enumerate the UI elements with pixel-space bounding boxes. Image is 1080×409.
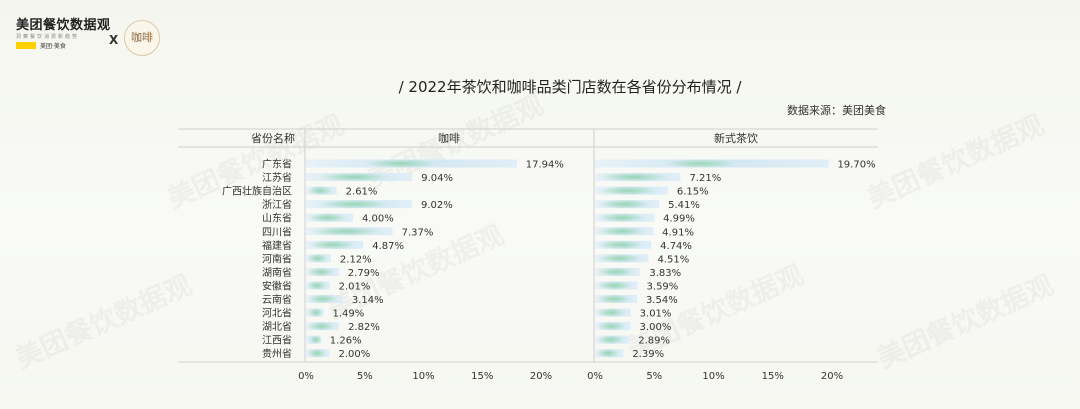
collab-mark: X — [109, 33, 119, 47]
category-label: 湖南省 — [262, 266, 292, 279]
category-label: 山东省 — [262, 212, 292, 225]
value-label-tea: 4.74% — [660, 241, 692, 252]
x-tick-label-coffee: 0% — [298, 371, 314, 382]
x-tick-label-tea: 5% — [646, 371, 662, 382]
value-label-tea: 5.41% — [668, 200, 700, 211]
value-label-tea: 2.39% — [632, 349, 664, 360]
bar-highlight-tea — [596, 335, 625, 344]
bar-highlight-tea — [599, 172, 668, 182]
value-label-coffee: 4.00% — [362, 214, 394, 225]
value-label-coffee: 2.01% — [339, 281, 371, 292]
value-label-tea: 4.51% — [657, 254, 689, 265]
category-label: 安徽省 — [262, 279, 292, 292]
category-label: 贵州省 — [262, 347, 292, 360]
category-label: 广西壮族自治区 — [222, 185, 292, 198]
bar-highlight-tea — [596, 349, 620, 358]
category-label: 江西省 — [262, 334, 292, 347]
value-label-tea: 7.21% — [689, 173, 721, 184]
x-tick-label-coffee: 10% — [412, 371, 434, 382]
bar-highlight-tea — [597, 213, 646, 222]
value-label-tea: 3.00% — [640, 322, 672, 333]
value-label-tea: 4.99% — [663, 214, 695, 225]
category-label: 四川省 — [262, 225, 292, 238]
bar-highlight-tea — [597, 281, 632, 290]
bar-highlight-coffee — [307, 294, 338, 304]
value-label-coffee: 4.87% — [372, 241, 404, 252]
source-note: 数据来源：美团美食 — [787, 104, 886, 117]
value-label-tea: 2.89% — [638, 336, 670, 347]
value-label-coffee: 3.14% — [352, 295, 384, 306]
x-tick-label-coffee: 5% — [357, 371, 373, 382]
x-tick-label-tea: 20% — [821, 371, 843, 382]
category-label: 广东省 — [262, 158, 292, 171]
x-tick-label-coffee: 15% — [471, 371, 493, 382]
bar-highlight-tea — [596, 321, 626, 331]
category-label: 浙江省 — [262, 198, 292, 211]
value-label-coffee: 2.12% — [340, 254, 372, 265]
category-label: 河北省 — [262, 307, 292, 320]
bar-highlight-coffee — [310, 227, 380, 236]
brand-name: 美团餐饮数据观 — [16, 18, 111, 33]
value-label-coffee: 9.02% — [421, 200, 453, 211]
bar-highlight-coffee — [307, 321, 335, 331]
value-label-tea: 4.91% — [662, 227, 694, 238]
value-label-tea: 3.01% — [640, 309, 672, 320]
category-label: 福建省 — [262, 239, 292, 252]
bar-highlight-coffee — [307, 349, 326, 358]
x-tick-label-tea: 0% — [587, 371, 603, 382]
bar-highlight-tea — [597, 254, 641, 263]
bar-highlight-coffee — [307, 186, 333, 195]
bar-highlight-tea — [598, 186, 657, 195]
value-label-coffee: 1.26% — [330, 336, 362, 347]
category-label: 江苏省 — [262, 171, 292, 184]
x-tick-label-tea: 10% — [702, 371, 724, 382]
bar-highlight-coffee — [307, 281, 327, 290]
bar-highlight-tea — [665, 159, 736, 168]
bar-highlight-coffee — [365, 159, 436, 168]
series-header-coffee: 咖啡 — [438, 131, 460, 145]
partner-logo: 咖啡 — [124, 20, 160, 56]
value-label-tea: 19.70% — [837, 160, 875, 171]
bar-highlight-tea — [597, 240, 643, 249]
bar-highlight-coffee — [310, 335, 322, 344]
value-label-tea: 3.54% — [646, 295, 678, 306]
series-header-tea: 新式茶饮 — [714, 131, 758, 145]
value-label-coffee: 2.82% — [348, 322, 380, 333]
value-label-tea: 3.83% — [649, 268, 681, 279]
x-tick-label-coffee: 20% — [530, 371, 552, 382]
value-label-coffee: 7.37% — [402, 227, 434, 238]
bar-highlight-tea — [597, 294, 631, 304]
chart-title: / 2022年茶饮和咖啡品类门店数在各省份分布情况 / — [398, 78, 742, 96]
value-label-coffee: 9.04% — [421, 173, 453, 184]
value-label-coffee: 1.49% — [333, 309, 365, 320]
value-label-tea: 3.59% — [647, 281, 679, 292]
value-label-tea: 6.15% — [677, 187, 709, 198]
bar-highlight-coffee — [308, 240, 355, 249]
bar-highlight-coffee — [318, 172, 389, 182]
x-tick-label-tea: 15% — [762, 371, 784, 382]
bar-highlight-tea — [596, 308, 626, 317]
bar-highlight-coffee — [318, 199, 389, 209]
bar-highlight-tea — [597, 227, 645, 236]
category-label: 湖北省 — [262, 320, 292, 333]
category-label: 河南省 — [262, 252, 292, 265]
brand-tagline: 洞察餐饮消费新趋势 — [16, 34, 80, 40]
category-label: 云南省 — [262, 293, 292, 306]
bar-highlight-coffee — [308, 308, 324, 317]
bar-highlight-tea — [598, 199, 650, 209]
bar-highlight-coffee — [307, 267, 334, 277]
meituan-badge-icon — [16, 42, 36, 49]
value-label-coffee: 17.94% — [526, 160, 564, 171]
bar-highlight-tea — [597, 267, 634, 277]
brand-badge: 美团·美食 — [40, 43, 66, 50]
value-label-coffee: 2.79% — [348, 268, 380, 279]
value-label-coffee: 2.61% — [346, 187, 378, 198]
value-label-coffee: 2.00% — [339, 349, 371, 360]
category-header: 省份名称 — [251, 131, 295, 145]
bar-highlight-coffee — [308, 213, 346, 222]
bar-highlight-coffee — [307, 254, 328, 263]
